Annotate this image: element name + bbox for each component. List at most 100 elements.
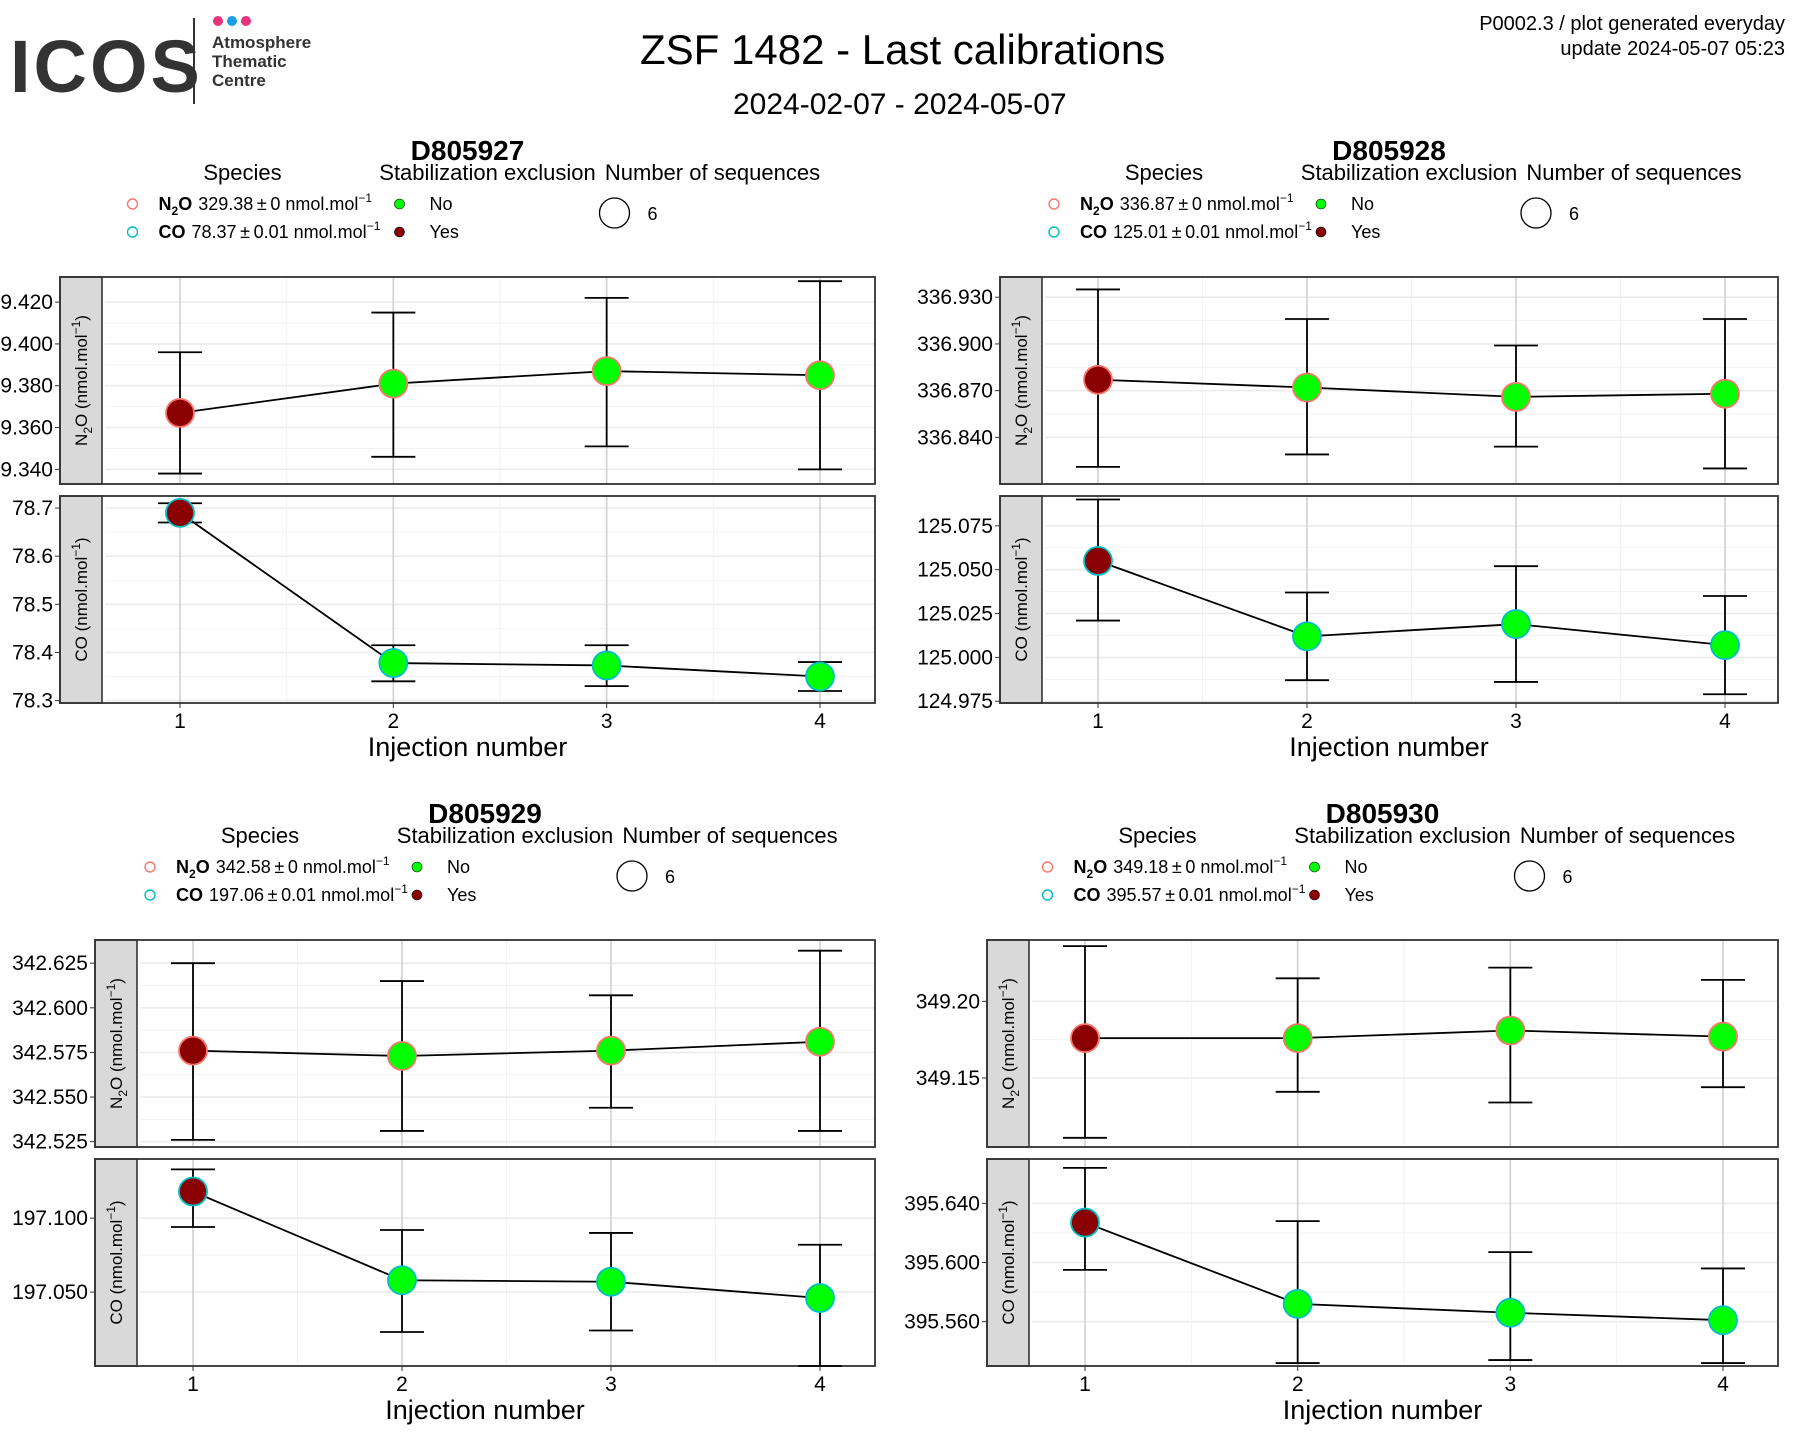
panel-plot: D805930 Species Stabilization exclusion Num…: [904, 798, 1779, 1425]
legend-stabilization-label: Yes: [1345, 885, 1374, 905]
legend-stabilization-label: No: [430, 194, 453, 214]
facet-border: [986, 939, 1779, 1148]
logo-dot-blue: [227, 16, 237, 26]
y-tick-label: 125.000: [917, 646, 993, 669]
logo-wordmark: ICOS: [10, 25, 203, 108]
y-tick-label: 78.5: [12, 593, 53, 616]
facet-strip: [986, 939, 1030, 1148]
panel-plot: D805928 Species Stabilization exclusion Num…: [917, 135, 1779, 762]
panel-title: D805927: [411, 135, 525, 166]
facet-strip: [59, 495, 103, 704]
legend-species-key: [144, 889, 156, 901]
y-tick-label: 329.340: [0, 458, 53, 481]
x-tick-label: 3: [1510, 710, 1522, 733]
legend-sequences-value: 6: [648, 204, 658, 224]
data-point: [805, 1026, 835, 1057]
legend-species-key: [1048, 226, 1060, 238]
legend-sequences-key: [1520, 197, 1552, 229]
y-tick-label: 125.025: [917, 603, 993, 626]
x-tick-label: 3: [605, 1373, 617, 1396]
x-tick-label: 4: [1717, 1373, 1729, 1396]
data-point: [178, 1035, 208, 1066]
x-tick-label: 1: [187, 1373, 199, 1396]
data-point: [165, 497, 195, 528]
y-tick-label: 78.4: [12, 641, 53, 664]
series-line: [1085, 1029, 1724, 1040]
data-point: [596, 1035, 626, 1066]
legend-stabilization-label: No: [1345, 857, 1368, 877]
data-point: [1501, 609, 1531, 639]
facet-border: [94, 939, 876, 1148]
x-tick-label: 4: [1719, 710, 1731, 733]
logo-dot-pink-2: [241, 16, 251, 26]
legend-species-entry: N2O 329.38 ± 0 nmol.mol−1: [159, 191, 373, 218]
legend-species-entry: N2O 349.18 ± 0 nmol.mol−1: [1074, 854, 1288, 881]
x-axis-label: Injection number: [1289, 732, 1489, 762]
legend-stabilization-key: [1309, 889, 1320, 901]
data-point: [805, 661, 835, 692]
series-line: [1097, 560, 1726, 647]
data-point: [591, 650, 622, 681]
facet-n2o: 342.525 342.550 342.575 342.600 342.625 N2O (…: [12, 939, 876, 1154]
series-line: [179, 512, 821, 678]
panel-title: D805930: [1326, 798, 1440, 829]
legend-stabilization-key: [411, 889, 423, 901]
facet-strip-label: CO (nmol.mol−1): [69, 537, 91, 661]
y-tick-label: 336.900: [917, 333, 993, 356]
data-point: [1708, 1021, 1738, 1052]
x-axis-label: Injection number: [1283, 1395, 1483, 1425]
legend-stabilization-key: [394, 226, 405, 238]
cylinder-panel-3: D805929 Species Stabilization exclusion Num…: [0, 793, 900, 1453]
series-line: [179, 370, 821, 414]
data-point: [1083, 546, 1113, 576]
legend-stabilization-key: [394, 198, 405, 210]
data-point: [1292, 372, 1322, 403]
data-point: [378, 648, 409, 678]
y-tick-label: 395.640: [904, 1192, 980, 1215]
facet-border: [94, 1158, 876, 1367]
panel-title: D805929: [428, 798, 542, 829]
legend-stabilization-key: [1315, 226, 1327, 238]
facet-strip: [986, 1158, 1030, 1367]
legend-stabilization-label: Yes: [447, 885, 476, 905]
facet-border: [59, 276, 876, 485]
x-tick-label: 1: [1092, 710, 1104, 733]
y-tick-label: 78.6: [12, 545, 53, 568]
data-point: [805, 360, 835, 391]
legend-title-stabilization: Stabilization exclusion: [1294, 823, 1510, 848]
facet-co: 124.975 125.000 125.025 125.050 125.075 CO (n…: [917, 495, 1779, 713]
data-point: [1070, 1207, 1100, 1238]
x-tick-label: 2: [387, 710, 399, 733]
plot-id-note: P0002.3 / plot generated everyday: [1479, 13, 1785, 35]
data-point: [1708, 1305, 1738, 1336]
legend-sequences-value: 6: [1569, 204, 1579, 224]
panel-plot: D805927 Species Stabilization exclusion Num…: [0, 135, 876, 762]
data-point: [1710, 378, 1740, 409]
legend-sequences-key: [616, 860, 648, 892]
legend-species-key: [1041, 889, 1054, 901]
legend-stabilization-label: Yes: [1351, 222, 1380, 242]
facet-strip-label: CO (nmol.mol−1): [1009, 537, 1031, 661]
data-point: [387, 1265, 417, 1296]
legend-stabilization-key: [1315, 198, 1327, 210]
facet-co: 197.050 197.100 CO (nmol.mol−1): [12, 1158, 876, 1367]
page-title: ZSF 1482 - Last calibrations: [640, 26, 1166, 73]
y-tick-label: 329.400: [0, 333, 53, 356]
series-line: [1084, 1221, 1724, 1322]
y-tick-label: 395.560: [904, 1311, 980, 1334]
logo-subline-2: Thematic: [212, 52, 287, 71]
facet-n2o: 329.340 329.360 329.380 329.400 329.420 N2O (…: [0, 276, 876, 485]
data-point: [596, 1266, 626, 1297]
legend-title-species: Species: [1125, 160, 1203, 185]
legend-sequences-value: 6: [665, 867, 675, 887]
series-line: [192, 1040, 821, 1057]
y-tick-label: 342.575: [12, 1041, 88, 1064]
y-tick-label: 329.360: [0, 417, 53, 440]
legend-species-entry: N2O 342.58 ± 0 nmol.mol−1: [176, 854, 390, 881]
facet-n2o: 336.840 336.870 336.900 336.930 N2O (nmol.mo…: [917, 276, 1779, 485]
legend-title-sequences: Number of sequences: [605, 160, 820, 185]
x-tick-label: 2: [1301, 710, 1313, 733]
legend-species-entry: CO 125.01 ± 0.01 nmol.mol−1: [1080, 219, 1312, 242]
x-tick-label: 4: [814, 710, 826, 733]
legend-species-key: [1041, 861, 1054, 873]
